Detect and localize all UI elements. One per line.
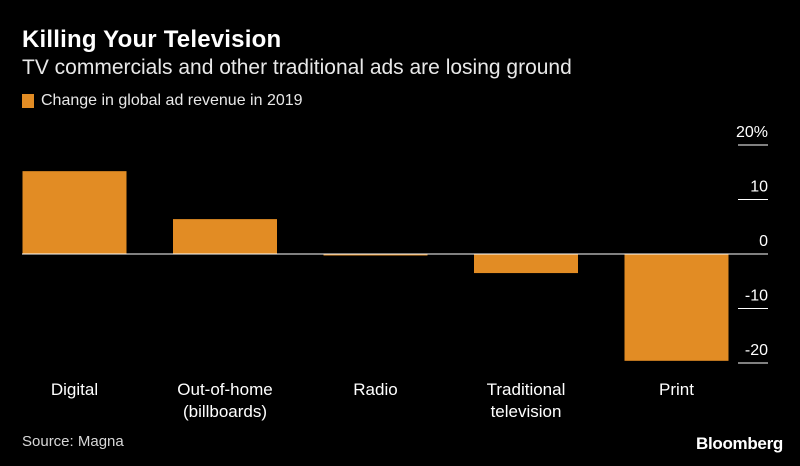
- y-tick-label-4: -20: [745, 342, 768, 359]
- x-tick-label-0: Digital: [51, 380, 98, 399]
- y-tick-label-1: 10: [750, 179, 768, 196]
- x-tick-label-3-line-1: television: [491, 402, 562, 421]
- x-tick-label-4: Print: [659, 380, 694, 399]
- bar-2: [323, 254, 428, 256]
- x-tick-label-2: Radio: [353, 380, 397, 399]
- x-tick-label-3: Traditional: [487, 380, 566, 399]
- legend-label: Change in global ad revenue in 2019: [41, 92, 303, 109]
- legend: Change in global ad revenue in 2019: [22, 92, 303, 110]
- chart-subtitle: TV commercials and other traditional ads…: [22, 56, 572, 79]
- bar-0: [22, 171, 127, 254]
- y-tick-label-3: -10: [745, 288, 768, 305]
- y-tick-label-2: 0: [759, 233, 768, 250]
- source-note: Source: Magna: [22, 433, 124, 450]
- y-tick-label-0: 20%: [736, 124, 768, 141]
- brand-logo: Bloomberg: [695, 434, 783, 453]
- bar-3: [474, 254, 578, 274]
- legend-swatch: [22, 94, 34, 108]
- x-tick-label-1: Out-of-home: [177, 380, 272, 399]
- chart-title: Killing Your Television: [22, 26, 282, 53]
- bar-1: [173, 219, 277, 254]
- x-tick-label-1-line-1: (billboards): [183, 402, 267, 421]
- bar-4: [624, 254, 729, 361]
